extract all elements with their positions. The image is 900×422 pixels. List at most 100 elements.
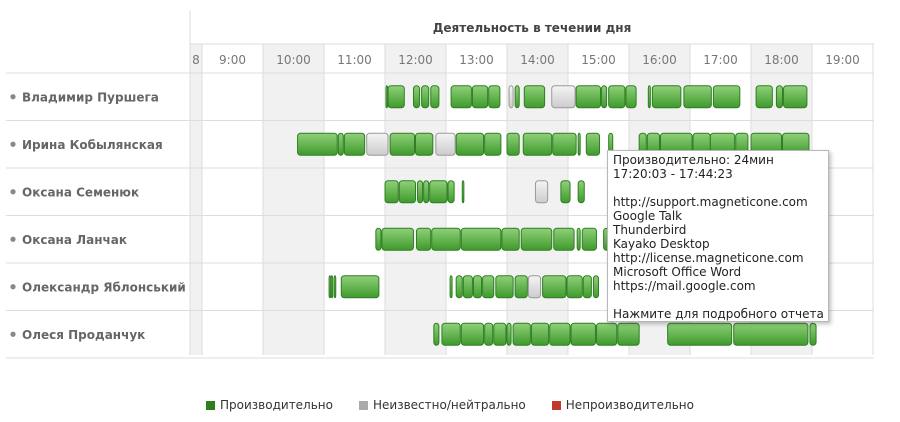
activity-segment-productive[interactable] — [560, 180, 571, 204]
activity-segment-productive[interactable] — [576, 227, 581, 251]
legend-item-neutral[interactable]: Неизвестно/нейтрально — [359, 398, 526, 412]
tooltip-report-link[interactable]: Нажмите для подробного отчета — [613, 307, 824, 321]
activity-segment-productive[interactable] — [412, 85, 421, 109]
activity-segment-productive[interactable] — [783, 85, 808, 109]
activity-segment-productive[interactable] — [430, 85, 440, 109]
activity-segment-productive[interactable] — [417, 180, 424, 204]
activity-segment-productive[interactable] — [429, 180, 448, 204]
row-bullet — [10, 189, 16, 195]
activity-segment-productive[interactable] — [333, 275, 337, 299]
activity-segment-productive[interactable] — [775, 85, 784, 109]
activity-segment-productive[interactable] — [449, 275, 453, 299]
activity-segment-productive[interactable] — [506, 322, 512, 346]
activity-segment-productive[interactable] — [415, 132, 434, 156]
activity-segment-neutral[interactable] — [551, 85, 576, 109]
activity-segment-productive[interactable] — [447, 180, 455, 204]
tooltip-line: Google Talk — [613, 209, 683, 223]
activity-segment-neutral[interactable] — [366, 132, 389, 156]
activity-segment-productive[interactable] — [514, 275, 528, 299]
x-tick-label: 11:00 — [337, 53, 372, 67]
activity-segment-productive[interactable] — [520, 227, 553, 251]
activity-segment-productive[interactable] — [512, 322, 531, 346]
activity-segment-productive[interactable] — [809, 322, 817, 346]
activity-segment-productive[interactable] — [343, 132, 366, 156]
activity-segment-productive[interactable] — [514, 85, 520, 109]
activity-segment-productive[interactable] — [472, 275, 483, 299]
activity-segment-productive[interactable] — [651, 85, 682, 109]
activity-segment-productive[interactable] — [484, 132, 502, 156]
activity-segment-productive[interactable] — [530, 322, 550, 346]
activity-segment-productive[interactable] — [577, 180, 585, 204]
activity-segment-productive[interactable] — [755, 85, 773, 109]
activity-segment-productive[interactable] — [582, 275, 592, 299]
legend-item-productive[interactable]: Производительно — [206, 398, 333, 412]
activity-segment-productive[interactable] — [601, 85, 608, 109]
activity-segment-productive[interactable] — [441, 322, 461, 346]
activity-segment-productive[interactable] — [581, 227, 597, 251]
activity-segment-productive[interactable] — [712, 85, 741, 109]
activity-segment-productive[interactable] — [488, 85, 501, 109]
activity-segment-productive[interactable] — [523, 85, 546, 109]
activity-segment-neutral[interactable] — [435, 132, 456, 156]
activity-segment-productive[interactable] — [450, 85, 472, 109]
activity-segment-productive[interactable] — [552, 132, 577, 156]
activity-segment-productive[interactable] — [506, 132, 520, 156]
legend-item-unproductive[interactable]: Непроизводительно — [551, 398, 694, 412]
activity-segment-productive[interactable] — [337, 132, 344, 156]
activity-segment-productive[interactable] — [423, 180, 430, 204]
row-label: Оксана Семенюк — [22, 185, 139, 199]
activity-segment-neutral[interactable] — [534, 180, 549, 204]
activity-segment-productive[interactable] — [381, 227, 414, 251]
activity-segment-productive[interactable] — [482, 275, 495, 299]
activity-segment-productive[interactable] — [522, 132, 553, 156]
activity-segment-productive[interactable] — [575, 85, 602, 109]
activity-segment-productive[interactable] — [385, 85, 389, 109]
activity-segment-productive[interactable] — [484, 322, 494, 346]
activity-segment-productive[interactable] — [570, 322, 596, 346]
activity-segment-productive[interactable] — [421, 85, 430, 109]
activity-segment-productive[interactable] — [617, 322, 640, 346]
activity-segment-productive[interactable] — [595, 322, 618, 346]
activity-segment-productive[interactable] — [549, 322, 571, 346]
activity-segment-productive[interactable] — [683, 85, 712, 109]
activity-segment-neutral[interactable] — [508, 85, 514, 109]
activity-segment-productive[interactable] — [297, 132, 338, 156]
activity-segment-productive[interactable] — [566, 275, 583, 299]
activity-segment-productive[interactable] — [461, 180, 465, 204]
activity-segment-productive[interactable] — [501, 227, 520, 251]
activity-segment-neutral[interactable] — [527, 275, 542, 299]
activity-segment-productive[interactable] — [493, 322, 507, 346]
activity-segment-productive[interactable] — [542, 275, 567, 299]
activity-segment-productive[interactable] — [328, 275, 332, 299]
activity-segment-productive[interactable] — [455, 132, 485, 156]
activity-segment-productive[interactable] — [389, 132, 415, 156]
activity-segment-productive[interactable] — [608, 85, 626, 109]
activity-segment-productive[interactable] — [375, 227, 382, 251]
activity-segment-productive[interactable] — [592, 275, 600, 299]
activity-segment-productive[interactable] — [667, 322, 733, 346]
activity-segment-productive[interactable] — [433, 322, 440, 346]
activity-segment-productive[interactable] — [416, 227, 432, 251]
activity-segment-productive[interactable] — [647, 85, 651, 109]
activity-segment-productive[interactable] — [733, 322, 809, 346]
activity-segment-productive[interactable] — [553, 227, 575, 251]
activity-segment-productive[interactable] — [387, 85, 405, 109]
activity-segment-productive[interactable] — [340, 275, 380, 299]
activity-segment-productive[interactable] — [398, 180, 417, 204]
shaded-hour-column — [263, 44, 324, 355]
activity-segment-productive[interactable] — [495, 275, 514, 299]
activity-segment-productive[interactable] — [384, 180, 399, 204]
activity-segment-productive[interactable] — [455, 275, 463, 299]
activity-segment-productive[interactable] — [471, 85, 489, 109]
activity-segment-productive[interactable] — [577, 132, 581, 156]
activity-segment-productive[interactable] — [585, 132, 601, 156]
activity-segment-productive[interactable] — [330, 275, 334, 299]
x-tick-label: 15:00 — [581, 53, 616, 67]
activity-segment-productive[interactable] — [460, 322, 485, 346]
activity-tooltip: Производительно: 24мин 17:20:03 - 17:44:… — [607, 150, 829, 322]
activity-segment-productive[interactable] — [462, 275, 473, 299]
activity-segment-productive[interactable] — [431, 227, 461, 251]
shaded-hour-column — [190, 44, 202, 355]
activity-segment-productive[interactable] — [625, 85, 637, 109]
activity-segment-productive[interactable] — [460, 227, 502, 251]
